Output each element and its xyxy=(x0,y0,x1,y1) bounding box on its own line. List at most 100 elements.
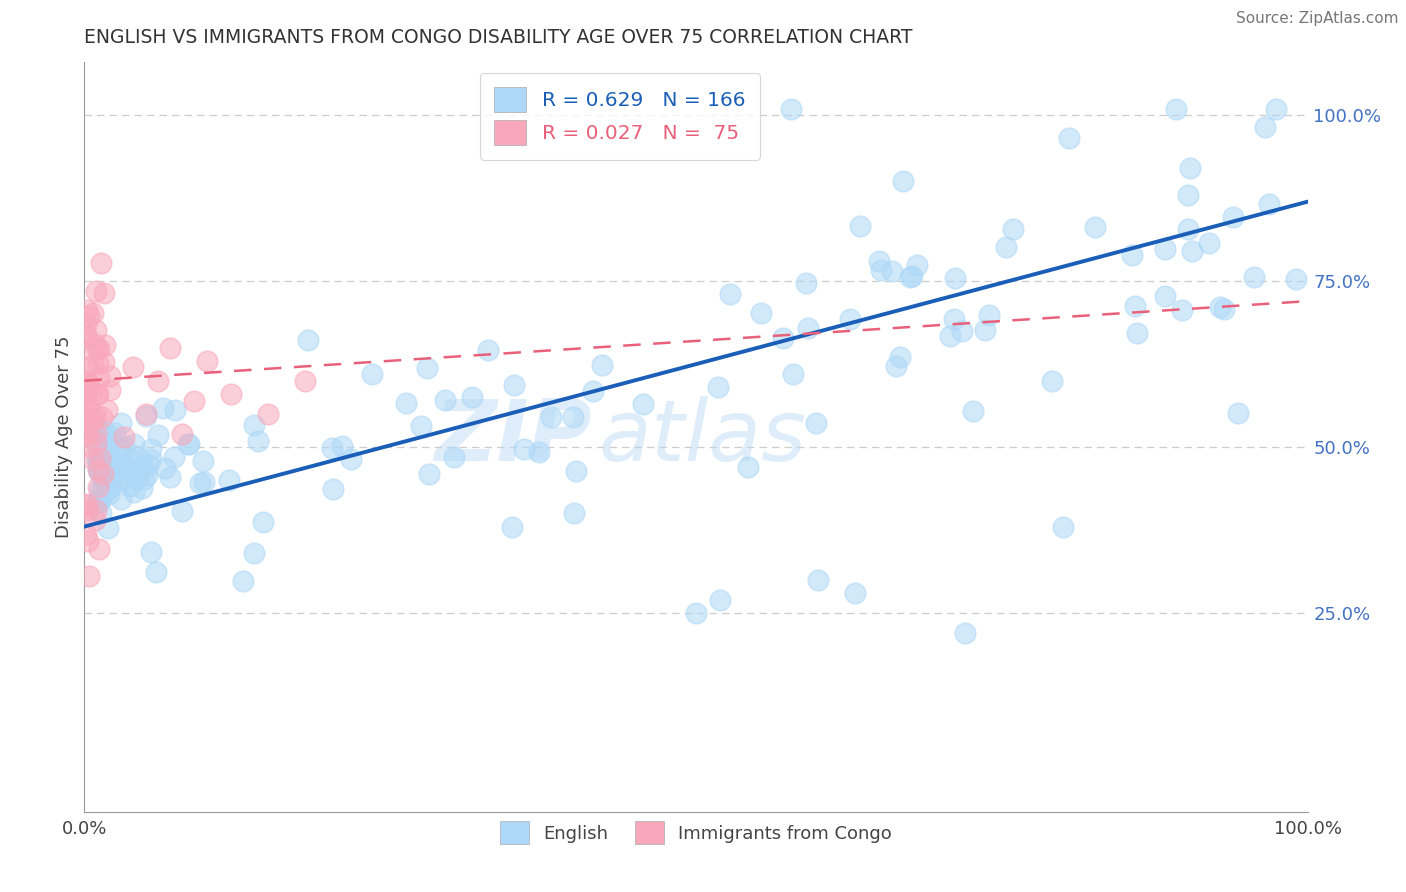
Point xyxy=(477,343,499,357)
Point xyxy=(868,253,890,268)
Point xyxy=(195,354,218,368)
Text: ZIP: ZIP xyxy=(434,395,592,479)
Point xyxy=(1166,102,1188,116)
Point xyxy=(87,460,110,475)
Point xyxy=(950,324,973,338)
Point xyxy=(749,306,772,320)
Point xyxy=(434,392,457,407)
Point xyxy=(87,458,110,472)
Point xyxy=(76,533,98,548)
Point xyxy=(1265,102,1288,116)
Point xyxy=(96,465,118,479)
Point xyxy=(332,439,354,453)
Point xyxy=(901,268,924,283)
Point xyxy=(772,331,794,345)
Point xyxy=(807,573,830,587)
Point xyxy=(91,424,114,438)
Point xyxy=(183,393,205,408)
Point xyxy=(322,482,344,496)
Point xyxy=(89,371,111,385)
Point xyxy=(839,312,862,326)
Point xyxy=(121,453,143,467)
Point xyxy=(87,452,110,467)
Point xyxy=(75,401,97,415)
Point xyxy=(89,467,111,482)
Point xyxy=(98,481,121,495)
Point xyxy=(135,409,157,423)
Point xyxy=(103,454,125,468)
Point xyxy=(110,416,132,430)
Point xyxy=(93,424,115,438)
Point xyxy=(1084,220,1107,235)
Point xyxy=(87,424,110,438)
Point xyxy=(418,467,440,481)
Point xyxy=(90,459,112,474)
Point xyxy=(782,368,804,382)
Point xyxy=(79,309,101,323)
Point xyxy=(1198,235,1220,250)
Point xyxy=(82,452,104,467)
Point xyxy=(512,442,534,457)
Point xyxy=(132,472,155,486)
Point xyxy=(75,410,97,425)
Point xyxy=(93,355,115,369)
Point xyxy=(415,360,437,375)
Point xyxy=(135,407,157,421)
Point xyxy=(114,464,136,478)
Point xyxy=(87,356,110,370)
Point xyxy=(844,586,866,600)
Point xyxy=(97,469,120,483)
Point xyxy=(97,487,120,501)
Point xyxy=(84,322,107,336)
Point xyxy=(219,387,242,401)
Point xyxy=(443,450,465,464)
Point xyxy=(1001,222,1024,236)
Point xyxy=(938,328,960,343)
Point xyxy=(75,384,97,399)
Point xyxy=(411,419,433,434)
Point xyxy=(243,546,266,560)
Point xyxy=(75,498,97,512)
Point xyxy=(75,317,97,331)
Point xyxy=(1052,519,1074,533)
Legend: English, Immigrants from Congo: English, Immigrants from Congo xyxy=(489,810,903,855)
Point xyxy=(86,425,108,440)
Point xyxy=(131,461,153,475)
Point xyxy=(96,427,118,442)
Point xyxy=(86,496,108,510)
Point xyxy=(76,360,98,375)
Point xyxy=(80,388,103,402)
Point xyxy=(93,338,115,352)
Point xyxy=(1123,299,1146,313)
Point xyxy=(794,277,817,291)
Point xyxy=(898,270,921,285)
Point xyxy=(86,480,108,494)
Point xyxy=(540,409,562,424)
Point xyxy=(83,336,105,351)
Point xyxy=(96,442,118,457)
Point xyxy=(395,396,418,410)
Point xyxy=(93,478,115,492)
Point xyxy=(1177,187,1199,202)
Point xyxy=(122,436,145,450)
Point xyxy=(718,286,741,301)
Point xyxy=(100,434,122,448)
Point xyxy=(80,343,103,357)
Point xyxy=(91,460,114,475)
Point xyxy=(1126,326,1149,340)
Point xyxy=(98,369,121,384)
Point xyxy=(797,320,820,334)
Point xyxy=(104,425,127,440)
Point xyxy=(502,378,524,392)
Point xyxy=(945,271,967,285)
Point xyxy=(1213,302,1236,317)
Point xyxy=(193,475,215,489)
Point xyxy=(1178,161,1201,175)
Point xyxy=(76,302,98,317)
Point xyxy=(125,471,148,485)
Point xyxy=(252,515,274,529)
Point xyxy=(87,387,110,401)
Point xyxy=(87,541,110,556)
Point xyxy=(125,449,148,463)
Point xyxy=(685,606,707,620)
